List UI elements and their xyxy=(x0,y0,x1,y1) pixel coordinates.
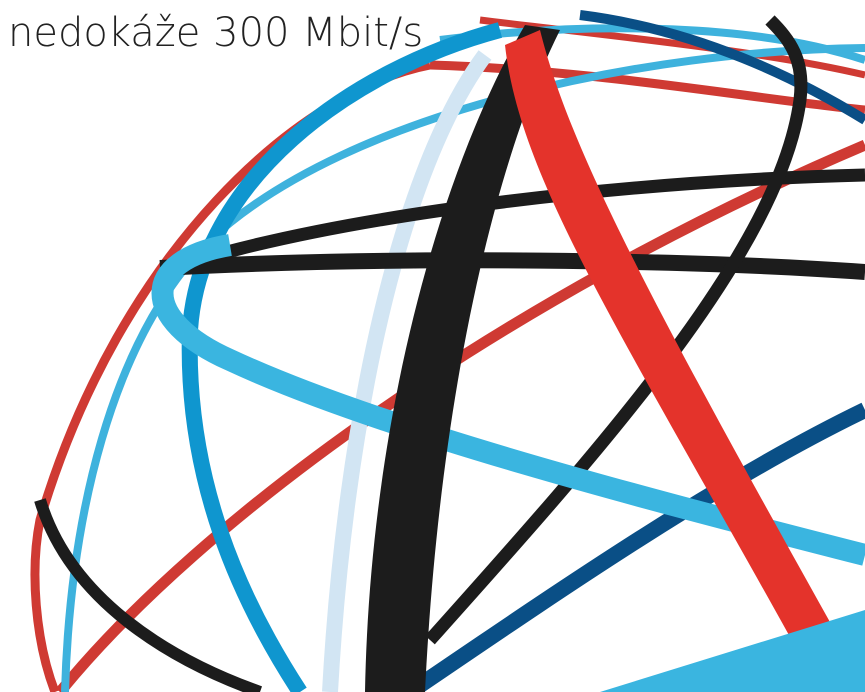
ribbon xyxy=(159,252,865,280)
ribbon xyxy=(34,498,263,692)
title: nedokáže 300 Mbit/s xyxy=(8,10,424,56)
ribbon xyxy=(579,10,865,125)
ribbon xyxy=(181,22,503,692)
ribbon xyxy=(162,168,865,277)
ribbon xyxy=(505,30,840,655)
ribbon xyxy=(425,15,808,645)
ribbon xyxy=(405,402,865,692)
ribbon xyxy=(429,60,865,115)
ribbon xyxy=(322,50,492,692)
ribbon xyxy=(600,610,865,692)
ribbon xyxy=(151,234,865,566)
ribbon xyxy=(365,25,560,692)
